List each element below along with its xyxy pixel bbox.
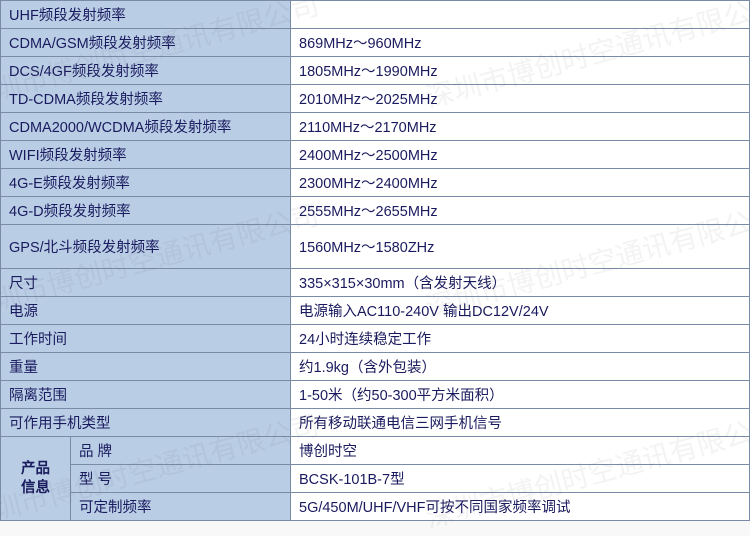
table-row: 电源电源输入AC110-240V 输出DC12V/24V xyxy=(1,297,750,325)
spec-value: 1560MHz～1580ZHz xyxy=(291,225,750,269)
product-label: 可定制频率 xyxy=(71,493,291,521)
spec-value: 2300MHz～2400MHz xyxy=(291,169,750,197)
product-value: 博创时空 xyxy=(291,437,750,465)
table-row: 4G-D频段发射频率2555MHz～2655MHz xyxy=(1,197,750,225)
table-row: WIFI频段发射频率2400MHz～2500MHz xyxy=(1,141,750,169)
spec-label: WIFI频段发射频率 xyxy=(1,141,291,169)
table-row: 重量约1.9kg（含外包装） xyxy=(1,353,750,381)
spec-value: 电源输入AC110-240V 输出DC12V/24V xyxy=(291,297,750,325)
spec-value: 约1.9kg（含外包装） xyxy=(291,353,750,381)
spec-table: UHF频段发射频率CDMA/GSM频段发射频率869MHz～960MHzDCS/… xyxy=(0,0,750,521)
spec-value: 335×315×30mm（含发射天线） xyxy=(291,269,750,297)
spec-label: CDMA2000/WCDMA频段发射频率 xyxy=(1,113,291,141)
product-value: BCSK-101B-7型 xyxy=(291,465,750,493)
spec-label: 4G-D频段发射频率 xyxy=(1,197,291,225)
spec-value: 2555MHz～2655MHz xyxy=(291,197,750,225)
product-label: 型 号 xyxy=(71,465,291,493)
product-section-header: 产品信息 xyxy=(1,437,71,521)
product-label: 品 牌 xyxy=(71,437,291,465)
table-row: 产品信息品 牌博创时空 xyxy=(1,437,750,465)
spec-value: 2400MHz～2500MHz xyxy=(291,141,750,169)
table-row: 4G-E频段发射频率2300MHz～2400MHz xyxy=(1,169,750,197)
spec-value: 1-50米（约50-300平方米面积） xyxy=(291,381,750,409)
table-row: TD-CDMA频段发射频率2010MHz～2025MHz xyxy=(1,85,750,113)
spec-label: CDMA/GSM频段发射频率 xyxy=(1,29,291,57)
table-row: UHF频段发射频率 xyxy=(1,1,750,29)
spec-value: 2010MHz～2025MHz xyxy=(291,85,750,113)
spec-label: 隔离范围 xyxy=(1,381,291,409)
table-row: DCS/4GF频段发射频率1805MHz～1990MHz xyxy=(1,57,750,85)
table-row: CDMA2000/WCDMA频段发射频率2110MHz～2170MHz xyxy=(1,113,750,141)
spec-value: 1805MHz～1990MHz xyxy=(291,57,750,85)
spec-label: GPS/北斗频段发射频率 xyxy=(1,225,291,269)
spec-value xyxy=(291,1,750,29)
spec-value: 2110MHz～2170MHz xyxy=(291,113,750,141)
table-row: 可作用手机类型所有移动联通电信三网手机信号 xyxy=(1,409,750,437)
spec-label: 电源 xyxy=(1,297,291,325)
spec-label: DCS/4GF频段发射频率 xyxy=(1,57,291,85)
spec-value: 所有移动联通电信三网手机信号 xyxy=(291,409,750,437)
spec-label: 尺寸 xyxy=(1,269,291,297)
spec-label: TD-CDMA频段发射频率 xyxy=(1,85,291,113)
spec-label: 4G-E频段发射频率 xyxy=(1,169,291,197)
spec-label: 重量 xyxy=(1,353,291,381)
spec-label: 可作用手机类型 xyxy=(1,409,291,437)
table-row: 尺寸335×315×30mm（含发射天线） xyxy=(1,269,750,297)
table-row: 可定制频率5G/450M/UHF/VHF可按不同国家频率调试 xyxy=(1,493,750,521)
spec-label: UHF频段发射频率 xyxy=(1,1,291,29)
table-row: 型 号BCSK-101B-7型 xyxy=(1,465,750,493)
spec-label: 工作时间 xyxy=(1,325,291,353)
spec-value: 869MHz～960MHz xyxy=(291,29,750,57)
spec-value: 24小时连续稳定工作 xyxy=(291,325,750,353)
table-row: 隔离范围1-50米（约50-300平方米面积） xyxy=(1,381,750,409)
table-row: CDMA/GSM频段发射频率869MHz～960MHz xyxy=(1,29,750,57)
table-row: 工作时间24小时连续稳定工作 xyxy=(1,325,750,353)
product-value: 5G/450M/UHF/VHF可按不同国家频率调试 xyxy=(291,493,750,521)
table-row: GPS/北斗频段发射频率1560MHz～1580ZHz xyxy=(1,225,750,269)
